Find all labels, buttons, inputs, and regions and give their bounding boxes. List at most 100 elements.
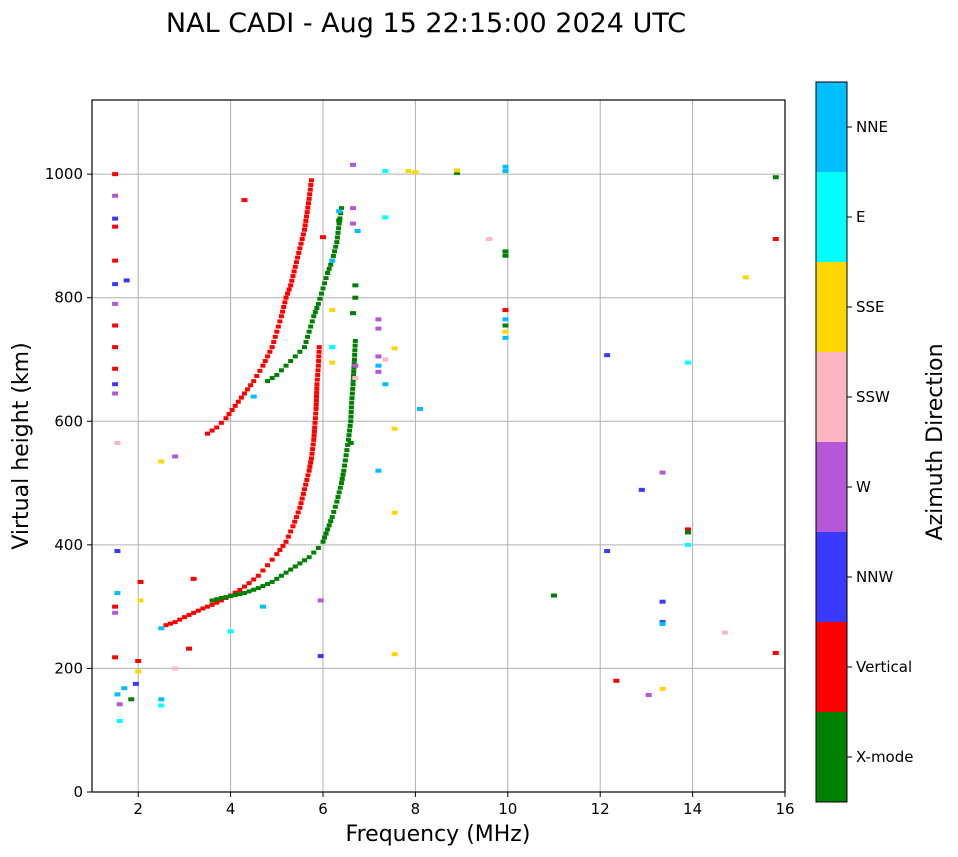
echo-point [329,345,336,350]
echo-mark [326,266,332,271]
echo-point [350,206,357,211]
echo-mark [271,339,277,344]
echo-mark [205,431,210,436]
echo-mark [168,621,174,626]
echo-mark [348,414,354,419]
data-marks [112,162,779,723]
echo-point [137,598,144,603]
echo-mark [269,376,275,381]
echo-point [684,542,691,547]
echo-point [391,652,398,657]
echo-point [227,629,234,634]
y-tick-label: 1000 [45,165,83,183]
echo-mark [336,490,342,495]
echo-point [375,317,382,322]
echo-mark [323,531,329,536]
echo-mark [343,453,349,458]
echo-mark [306,468,312,473]
echo-mark [257,368,263,373]
echo-mark [200,606,206,611]
echo-mark [235,399,241,404]
echo-mark [313,406,319,411]
echo-mark [331,509,337,514]
echo-mark [251,587,257,592]
colorbar-label: Azimuth Direction [923,343,948,540]
echo-mark [302,487,308,492]
echo-point [132,681,139,686]
echo-mark [305,334,311,339]
echo-mark [280,309,286,314]
echo-mark [274,552,280,557]
echo-mark [297,561,303,566]
echo-point [502,169,509,174]
echo-mark [293,260,299,265]
x-tick-label: 16 [775,800,794,818]
echo-point [382,382,389,387]
echo-mark [290,524,296,529]
echo-mark [297,349,303,354]
echo-point [116,718,123,723]
echo-mark [350,382,356,387]
echo-mark [345,442,351,447]
echo-mark [308,178,314,183]
echo-mark [318,291,324,296]
colorbar-frame [815,81,848,803]
echo-mark [303,218,309,223]
echo-mark [191,610,197,615]
colorbar: X-mode Vertical NNW W SSW SSE E NNE [815,81,913,803]
echo-mark [254,373,260,378]
echo-point [412,170,419,175]
y-axis-label: Virtual height (km) [9,342,34,549]
echo-mark [350,386,356,391]
echo-mark [274,329,280,334]
echo-point [638,487,645,492]
echo-point [317,598,324,603]
echo-mark [329,515,335,520]
echo-mark [265,379,271,384]
echo-point [317,654,324,659]
echo-mark [223,595,229,600]
echo-mark [350,378,356,383]
echo-mark [316,354,322,359]
echo-mark [351,365,357,370]
echo-mark [311,550,317,555]
x-tick-label: 2 [133,800,143,818]
echo-point [350,311,357,316]
echo-mark [338,481,344,486]
echo-point [604,353,611,358]
colorbar-label-item: Vertical [856,658,912,676]
x-tick-label: 8 [411,800,421,818]
echo-point [391,426,398,431]
echo-mark [275,324,281,329]
echo-point [135,669,142,674]
echo-mark [312,425,318,430]
echo-mark [335,230,341,235]
x-axis-label: Frequency (MHz) [346,822,531,847]
echo-mark [303,482,309,487]
echo-mark [308,324,314,329]
echo-mark [251,379,257,384]
echo-mark [228,594,234,599]
echo-mark [312,310,318,315]
echo-mark [313,402,319,407]
trace-x-mode [265,206,344,384]
echo-point [158,626,165,631]
x-tick-label: 4 [226,800,236,818]
echo-mark [314,390,320,395]
echo-mark [311,437,317,442]
y-axis: 0 200 400 600 800 1000 [45,165,92,801]
echo-point [112,193,119,198]
echo-point [259,604,266,609]
echo-mark [229,407,235,412]
echo-point [320,235,326,240]
echo-point [114,591,121,596]
echo-mark [311,314,317,319]
echo-mark [335,494,341,499]
echo-mark [316,345,322,350]
echo-mark [310,442,316,447]
echo-point [112,655,119,660]
echo-mark [181,615,187,620]
echo-mark [322,535,328,540]
echo-mark [311,429,317,434]
echo-mark [283,295,289,300]
